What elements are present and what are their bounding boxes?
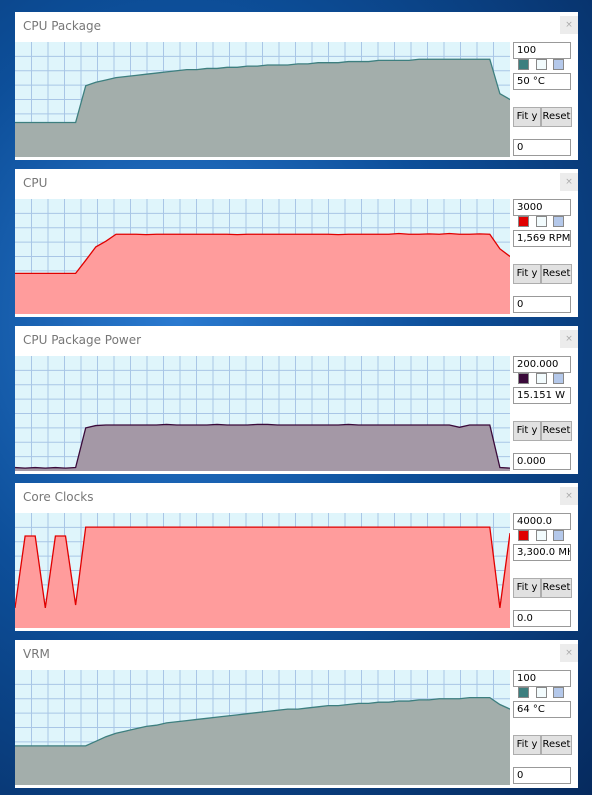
graph-area-fill xyxy=(15,697,510,785)
max-value[interactable]: 4000.0 xyxy=(513,513,571,530)
min-value[interactable]: 0.000 xyxy=(513,453,571,470)
close-button[interactable]: × xyxy=(560,487,578,505)
background-color-swatch[interactable] xyxy=(536,216,547,227)
graph-area-fill xyxy=(15,59,510,157)
reset-button[interactable]: Reset xyxy=(541,735,572,755)
background-color-swatch[interactable] xyxy=(536,59,547,70)
min-value[interactable]: 0.0 xyxy=(513,610,571,627)
current-value: 1,569 RPM xyxy=(513,230,571,247)
graph-title: VRM xyxy=(23,647,50,661)
current-value: 64 °C xyxy=(513,701,571,718)
graph-area xyxy=(15,42,510,157)
graph-line xyxy=(15,232,510,275)
graph-area-fill xyxy=(15,233,510,314)
background-color-swatch[interactable] xyxy=(536,373,547,384)
graph-area-fill xyxy=(15,527,510,628)
grid-color-swatch[interactable] xyxy=(553,530,564,541)
close-button[interactable]: × xyxy=(560,16,578,34)
reset-button[interactable]: Reset xyxy=(541,107,572,127)
close-button[interactable]: × xyxy=(560,173,578,191)
line-color-swatch[interactable] xyxy=(518,373,529,384)
fit-y-button[interactable]: Fit y xyxy=(513,421,541,441)
graph-area xyxy=(15,513,510,628)
reset-button[interactable]: Reset xyxy=(541,421,572,441)
grid-color-swatch[interactable] xyxy=(553,373,564,384)
graph-title: CPU Package Power xyxy=(23,333,142,347)
max-value[interactable]: 100 xyxy=(513,42,571,59)
graph-area xyxy=(15,356,510,471)
current-value: 3,300.0 MHz xyxy=(513,544,571,561)
reset-button[interactable]: Reset xyxy=(541,578,572,598)
line-color-swatch[interactable] xyxy=(518,530,529,541)
graph-area xyxy=(15,670,510,785)
graph-line xyxy=(15,696,510,747)
fit-y-button[interactable]: Fit y xyxy=(513,107,541,127)
graph-title: CPU Package xyxy=(23,19,101,33)
graph-line xyxy=(15,526,510,608)
graph-line xyxy=(15,58,510,124)
background-color-swatch[interactable] xyxy=(536,687,547,698)
current-value: 50 °C xyxy=(513,73,571,90)
close-button[interactable]: × xyxy=(560,644,578,662)
min-value[interactable]: 0 xyxy=(513,296,571,313)
graph-window: CPU Package Power × 200.000 15.151 W Fit y Re… xyxy=(15,326,578,474)
min-value[interactable]: 0 xyxy=(513,139,571,156)
reset-button[interactable]: Reset xyxy=(541,264,572,284)
max-value[interactable]: 200.000 xyxy=(513,356,571,373)
grid-color-swatch[interactable] xyxy=(553,687,564,698)
graph-title: CPU xyxy=(23,176,48,190)
graph-window: CPU × 3000 1,569 RPM Fit y Reset 0 xyxy=(15,169,578,317)
line-color-swatch[interactable] xyxy=(518,59,529,70)
graph-area-fill xyxy=(15,424,510,471)
close-button[interactable]: × xyxy=(560,330,578,348)
line-color-swatch[interactable] xyxy=(518,216,529,227)
min-value[interactable]: 0 xyxy=(513,767,571,784)
graph-line xyxy=(15,423,510,469)
fit-y-button[interactable]: Fit y xyxy=(513,735,541,755)
graph-window: VRM × 100 64 °C Fit y Reset 0 xyxy=(15,640,578,788)
graph-area xyxy=(15,199,510,314)
max-value[interactable]: 3000 xyxy=(513,199,571,216)
current-value: 15.151 W xyxy=(513,387,571,404)
background-color-swatch[interactable] xyxy=(536,530,547,541)
max-value[interactable]: 100 xyxy=(513,670,571,687)
graph-title: Core Clocks xyxy=(23,490,94,504)
grid-color-swatch[interactable] xyxy=(553,59,564,70)
fit-y-button[interactable]: Fit y xyxy=(513,264,541,284)
line-color-swatch[interactable] xyxy=(518,687,529,698)
grid-color-swatch[interactable] xyxy=(553,216,564,227)
graph-window: CPU Package × 100 50 °C Fit y Reset 0 xyxy=(15,12,578,160)
fit-y-button[interactable]: Fit y xyxy=(513,578,541,598)
